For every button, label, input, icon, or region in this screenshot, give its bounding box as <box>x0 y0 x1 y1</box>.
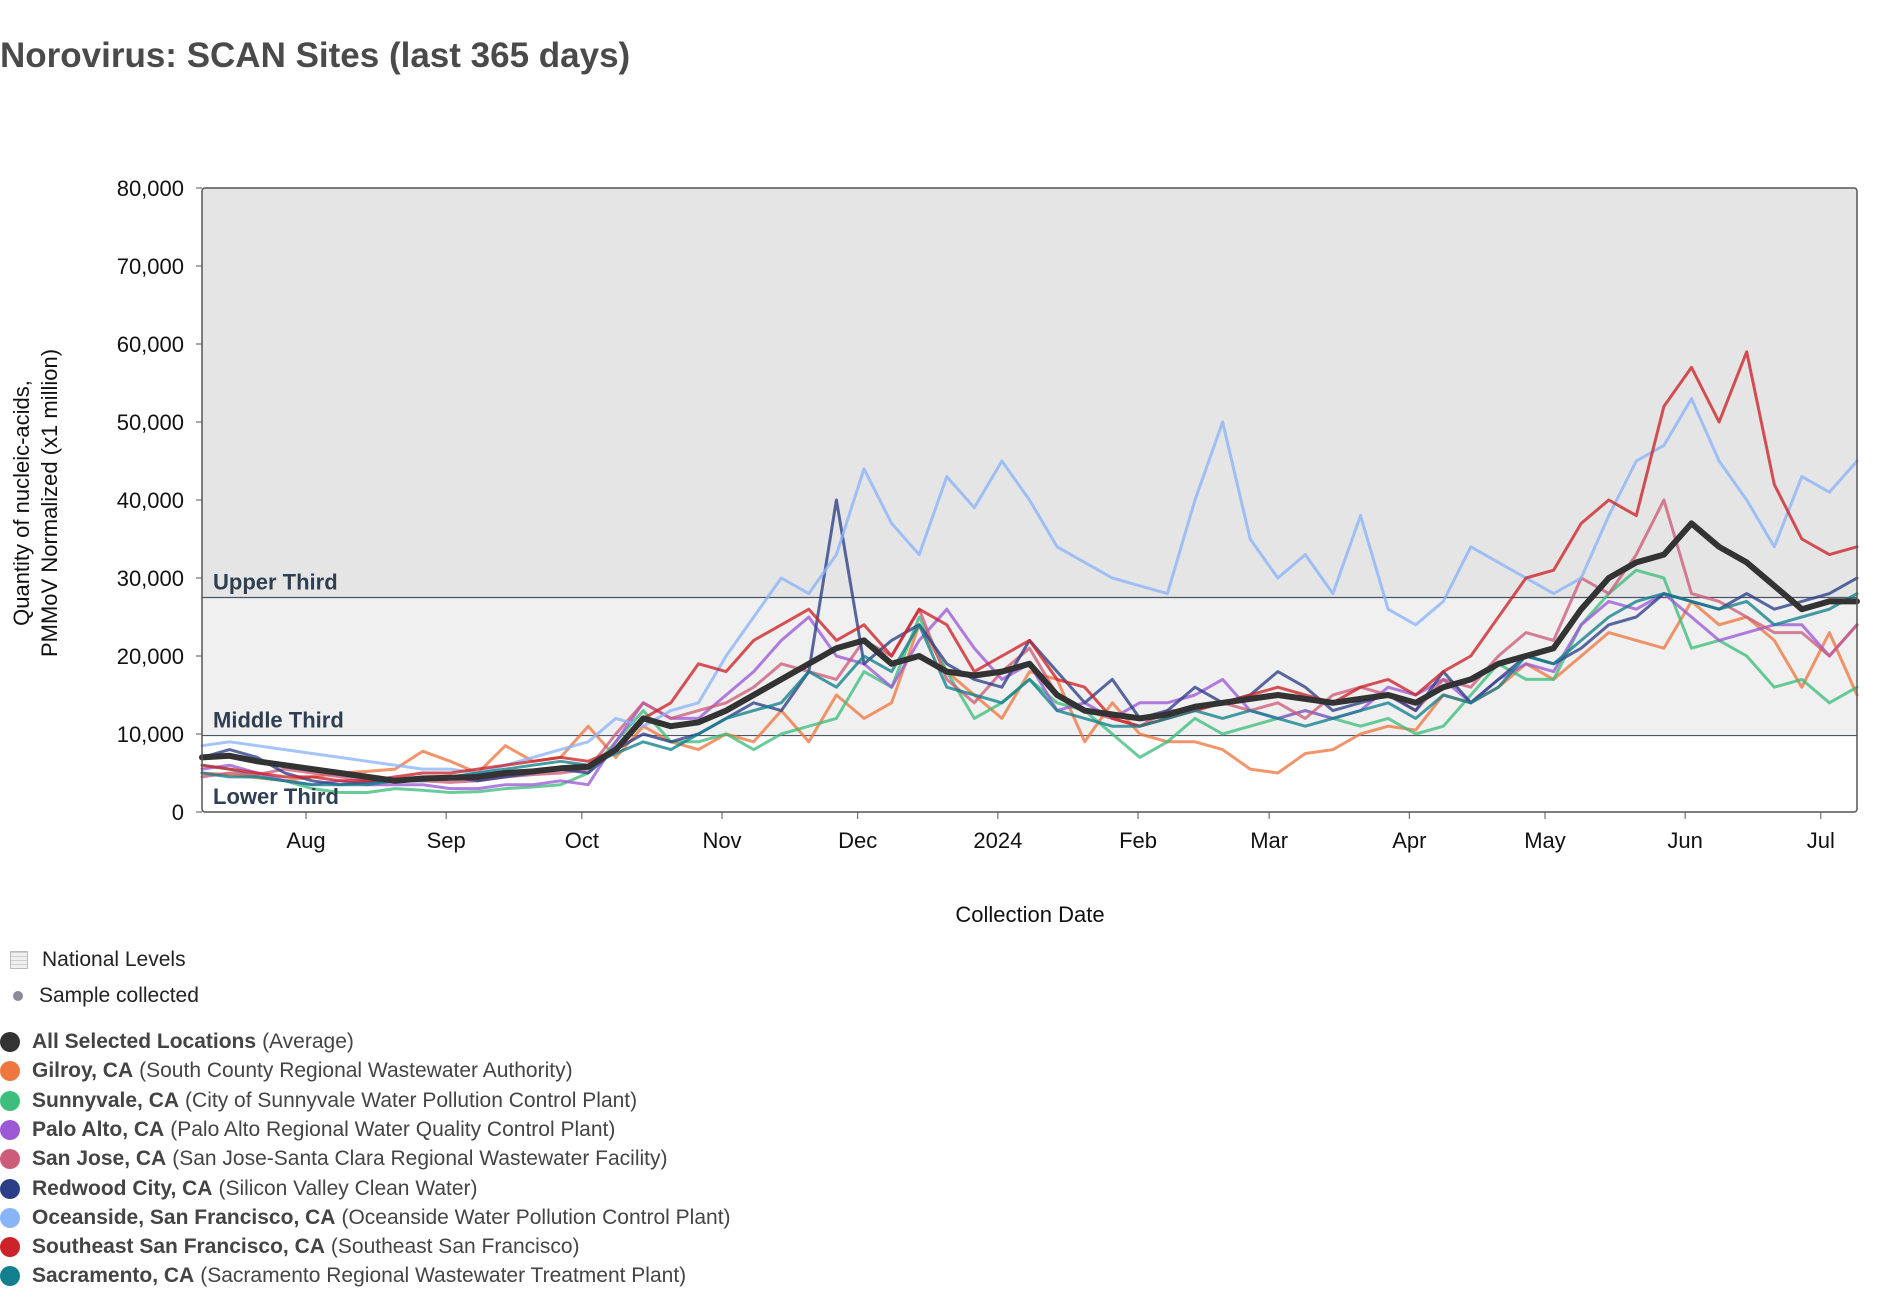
legend-item[interactable]: Oceanside, San Francisco, CA (Oceanside W… <box>0 1206 731 1230</box>
threshold-bands <box>202 188 1857 812</box>
legend-color-dot-icon <box>0 1061 20 1082</box>
x-tick-label: May <box>1524 828 1566 853</box>
legend-item-name: Southeast San Francisco, CA <box>32 1235 325 1259</box>
legend-sample-collected[interactable]: Sample collected <box>0 984 199 1008</box>
y-tick-label: 10,000 <box>117 722 184 747</box>
legend-color-dot-icon <box>0 1149 20 1170</box>
national-levels-label: National Levels <box>42 948 186 971</box>
legend-item[interactable]: Sunnyvale, CA (City of Sunnyvale Water Po… <box>0 1089 637 1113</box>
legend-item[interactable]: Southeast San Francisco, CA (Southeast Sa… <box>0 1235 580 1259</box>
series-line-southeast[interactable] <box>200 350 1859 783</box>
y-tick-label: 20,000 <box>117 644 184 669</box>
y-tick-label: 60,000 <box>117 332 184 357</box>
legend-color-dot-icon <box>0 1178 20 1199</box>
legend-item-name: All Selected Locations <box>32 1030 257 1053</box>
legend-item-name: San Jose, CA <box>32 1147 167 1171</box>
legend-item[interactable]: San Jose, CA (San Jose-Santa Clara Region… <box>0 1147 667 1171</box>
x-tick-label: Sep <box>427 828 466 853</box>
y-tick-label: 30,000 <box>117 566 184 591</box>
legend-item-name: Sunnyvale, CA <box>32 1088 180 1112</box>
x-tick-label: Jul <box>1807 828 1835 853</box>
legend-item-description: (Southeast San Francisco) <box>330 1235 580 1259</box>
legend-item-description: (South County Regional Wastewater Author… <box>139 1059 573 1083</box>
x-axis-label: Collection Date <box>955 902 1104 927</box>
legend-item-description: (Average) <box>262 1030 354 1053</box>
x-tick-label: Mar <box>1250 828 1288 853</box>
y-tick-label: 0 <box>172 800 184 825</box>
legend-item-name: Oceanside, San Francisco, CA <box>32 1205 336 1229</box>
series-lines[interactable] <box>199 350 1860 794</box>
x-tick-label: 2024 <box>973 828 1022 853</box>
y-tick-label: 50,000 <box>117 410 184 435</box>
legend-color-dot-icon <box>0 1090 20 1111</box>
sample-collected-label: Sample collected <box>39 984 199 1007</box>
national-levels-icon <box>10 951 28 969</box>
band-labels: Lower Third Middle Third Upper Third <box>213 570 344 810</box>
legend-color-dot-icon <box>0 1207 20 1228</box>
y-tick-label: 40,000 <box>117 488 184 513</box>
x-tick-label: Apr <box>1392 828 1426 853</box>
legend-item[interactable]: All Selected Locations (Average) <box>0 1030 354 1054</box>
legend-item-name: Palo Alto, CA <box>32 1117 165 1141</box>
y-axis-label-line-2: PMMoV Normalized (x1 million) <box>37 349 62 657</box>
threshold-lines <box>202 596 1857 737</box>
x-tick-label: Oct <box>565 828 599 853</box>
legend-national-levels[interactable]: National Levels <box>0 948 186 972</box>
legend-item-description: (Palo Alto Regional Water Quality Contro… <box>170 1117 616 1141</box>
band-label: Middle Third <box>213 708 344 733</box>
legend-item[interactable]: Gilroy, CA (South County Regional Wastewa… <box>0 1059 573 1083</box>
x-tick-label: Nov <box>702 828 741 853</box>
legend-item-description: (Oceanside Water Pollution Control Plant… <box>341 1205 731 1229</box>
legend-item-name: Sacramento, CA <box>32 1264 195 1288</box>
legend-item[interactable]: Redwood City, CA (Silicon Valley Clean Wa… <box>0 1177 478 1201</box>
band-label: Upper Third <box>213 570 338 595</box>
legend-item-name: Gilroy, CA <box>32 1059 134 1083</box>
legend-color-dot-icon <box>0 1032 20 1052</box>
legend-item-name: Redwood City, CA <box>32 1176 213 1200</box>
legend-item-description: (Silicon Valley Clean Water) <box>218 1176 478 1200</box>
band-label: Lower Third <box>213 784 339 809</box>
x-tick-label: Aug <box>286 828 325 853</box>
series-line-average[interactable] <box>199 520 1860 784</box>
legend-item-description: (San Jose-Santa Clara Regional Wastewate… <box>172 1147 668 1171</box>
y-tick-label: 70,000 <box>117 254 184 279</box>
legend-color-dot-icon <box>0 1266 20 1287</box>
legend-item[interactable]: Palo Alto, CA (Palo Alto Regional Water Q… <box>0 1118 615 1142</box>
x-tick-label: Feb <box>1119 828 1157 853</box>
y-axis-label-line-1: Quantity of nucleic-acids, <box>9 380 34 626</box>
x-tick-label: Dec <box>838 828 877 853</box>
legend-color-dot-icon <box>0 1237 20 1258</box>
chart-svg: Lower Third Middle Third Upper Third 0 10,0… <box>9 176 1860 927</box>
chart-title: Norovirus: SCAN Sites (last 365 days) <box>0 36 631 75</box>
band-upper-third <box>202 188 1857 598</box>
legend-item-description: (Sacramento Regional Wastewater Treatmen… <box>200 1264 687 1288</box>
y-tick-label: 80,000 <box>117 176 184 201</box>
y-axis: 0 10,000 20,000 30,000 40,000 50,000 60,000 70,… <box>117 176 202 825</box>
series-line-sacramento[interactable] <box>200 592 1859 787</box>
legend-color-dot-icon <box>0 1119 20 1140</box>
x-tick-label: Jun <box>1667 828 1702 853</box>
sample-dot-icon <box>13 991 23 1001</box>
x-axis: Aug Sep Oct Nov Dec 2024 Feb Mar Apr May Jun Jul <box>286 812 1835 853</box>
legend-item-description: (City of Sunnyvale Water Pollution Contr… <box>185 1088 638 1112</box>
legend-item[interactable]: Sacramento, CA (Sacramento Regional Waste… <box>0 1264 686 1288</box>
